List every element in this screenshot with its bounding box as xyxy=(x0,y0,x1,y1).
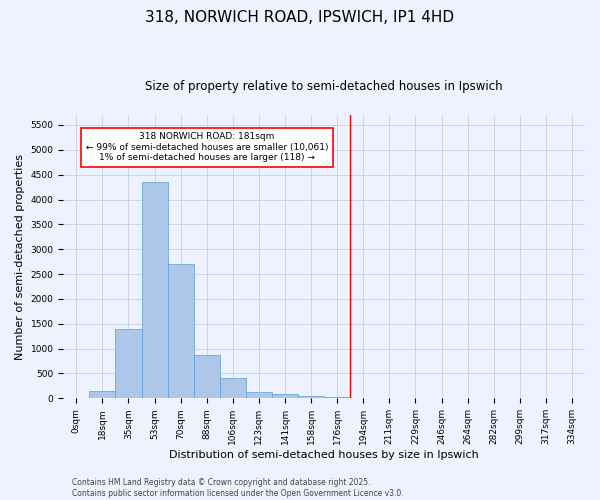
X-axis label: Distribution of semi-detached houses by size in Ipswich: Distribution of semi-detached houses by … xyxy=(169,450,479,460)
Text: Contains HM Land Registry data © Crown copyright and database right 2025.
Contai: Contains HM Land Registry data © Crown c… xyxy=(72,478,404,498)
Bar xyxy=(220,378,246,398)
Text: 318, NORWICH ROAD, IPSWICH, IP1 4HD: 318, NORWICH ROAD, IPSWICH, IP1 4HD xyxy=(145,10,455,25)
Bar xyxy=(272,394,298,398)
Bar xyxy=(89,391,115,398)
Bar xyxy=(167,264,194,398)
Bar xyxy=(298,396,324,398)
Title: Size of property relative to semi-detached houses in Ipswich: Size of property relative to semi-detach… xyxy=(145,80,503,93)
Bar xyxy=(194,354,220,399)
Y-axis label: Number of semi-detached properties: Number of semi-detached properties xyxy=(15,154,25,360)
Text: 318 NORWICH ROAD: 181sqm
← 99% of semi-detached houses are smaller (10,061)
1% o: 318 NORWICH ROAD: 181sqm ← 99% of semi-d… xyxy=(86,132,328,162)
Bar xyxy=(142,182,167,398)
Bar xyxy=(246,392,272,398)
Bar xyxy=(324,397,350,398)
Bar xyxy=(115,329,142,398)
